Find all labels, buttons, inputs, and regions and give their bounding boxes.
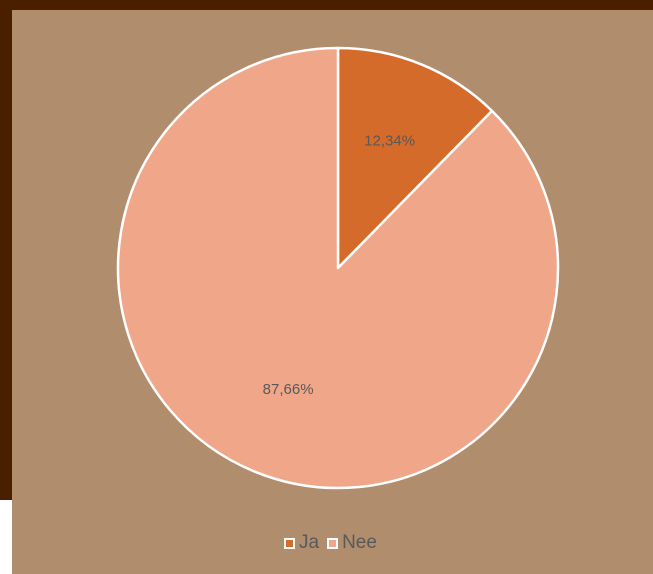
pie-slice-ja [336,46,494,270]
legend-label-nee: Nee [342,532,377,553]
data-label-nee: 87,66% [263,381,314,398]
legend-label-ja: Ja [299,532,320,553]
data-label-ja: 12,34% [364,133,415,150]
legend: Ja Nee [284,532,377,554]
outer-frame-left [0,0,12,500]
legend-item-nee: Nee [327,532,377,554]
legend-item-ja: Ja [284,532,319,554]
outer-frame-top [0,0,653,10]
pie-slice-nee [116,46,560,490]
legend-swatch-nee [327,537,339,549]
legend-swatch-ja [284,537,295,549]
